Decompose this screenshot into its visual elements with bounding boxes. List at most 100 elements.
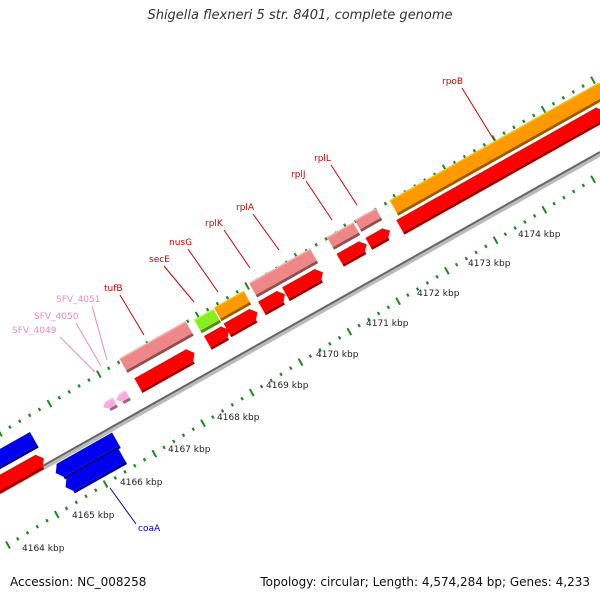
gene-rplJ-highlight xyxy=(326,222,354,239)
cds-nusG xyxy=(223,309,258,335)
accession-label: Accession: NC_008258 xyxy=(10,575,147,589)
gene-nusG-shadow xyxy=(220,301,252,322)
gene-label: SFV_4051 xyxy=(56,295,100,305)
minor-tick xyxy=(503,232,508,237)
gene-rplL-shadow xyxy=(359,217,383,232)
minor-tick xyxy=(523,220,527,224)
scale-label: 4165 kbp xyxy=(72,511,115,521)
gene-leader-line xyxy=(305,180,333,221)
gene-SFV_4051-shadow xyxy=(109,404,118,412)
cds-nusG-highlight xyxy=(223,308,251,325)
major-tick xyxy=(248,388,255,397)
cds-lower-left-highlight xyxy=(0,454,37,477)
cds-rplK-shadow xyxy=(264,301,286,316)
minor-tick xyxy=(571,90,575,94)
gene-tufB-highlight xyxy=(119,321,187,360)
gene-leader-line xyxy=(109,487,137,525)
gene-leader-line xyxy=(91,305,108,361)
gene-leader-line xyxy=(330,164,358,206)
minor-tick xyxy=(269,378,274,383)
gene-coaA-upper-shadow xyxy=(63,445,121,480)
minor-tick xyxy=(235,289,239,294)
minor-tick xyxy=(45,518,49,523)
gene-SFV_4050-shadow xyxy=(122,397,131,405)
minor-tick xyxy=(357,323,361,328)
cds-secE-shadow xyxy=(210,337,230,350)
minor-tick xyxy=(74,500,79,505)
major-tick xyxy=(540,105,547,114)
gene-rplA-shadow xyxy=(255,260,319,298)
minor-tick xyxy=(472,148,477,153)
gene-rplL xyxy=(355,208,381,230)
gene-SFV_4050-highlight xyxy=(118,389,126,396)
cds-rplL-shadow xyxy=(370,237,390,250)
minor-tick xyxy=(308,354,313,358)
scale-label: 4172 kbp xyxy=(417,289,460,299)
scale-label: 4164 kbp xyxy=(22,544,65,554)
gene-secE-highlight xyxy=(194,308,215,321)
minor-tick xyxy=(314,242,318,247)
scale-label: 4174 kbp xyxy=(518,230,561,240)
minor-tick xyxy=(25,530,30,535)
minor-tick xyxy=(502,131,506,136)
major-tick xyxy=(95,370,102,379)
cds-tufB-highlight xyxy=(134,348,188,380)
minor-tick xyxy=(94,488,98,493)
minor-tick xyxy=(454,262,459,267)
scale-label: 4173 kbp xyxy=(468,259,511,269)
gene-label: rplJ xyxy=(291,170,306,180)
minor-tick xyxy=(191,427,196,432)
backbone-shadow xyxy=(0,151,600,495)
major-tick xyxy=(102,480,109,489)
minor-tick xyxy=(551,101,556,106)
gene-coaA-upper xyxy=(55,433,120,477)
minor-tick xyxy=(386,305,391,310)
major-tick xyxy=(5,541,11,549)
gene-leader-line xyxy=(187,248,219,293)
cds-rplJ-shadow xyxy=(342,251,367,267)
gene-coaA xyxy=(65,449,126,491)
major-tick xyxy=(395,297,401,306)
minor-tick xyxy=(64,506,69,511)
gene-rplJ xyxy=(327,222,359,248)
cds-rplL-highlight xyxy=(365,228,384,240)
minor-tick xyxy=(484,244,488,249)
minor-tick xyxy=(289,366,293,371)
topology-summary: Topology: circular; Length: 4,574,284 bp… xyxy=(260,575,590,589)
cds-rplK xyxy=(258,291,285,313)
minor-tick xyxy=(482,142,487,147)
minor-tick xyxy=(259,384,264,389)
minor-tick xyxy=(415,287,420,291)
minor-tick xyxy=(87,378,91,383)
gene-SFV_4051-highlight xyxy=(105,396,113,403)
gene-SFV_4050 xyxy=(116,390,130,402)
gene-coaA-highlight xyxy=(66,448,120,480)
minor-tick xyxy=(123,469,127,474)
gene-nusG xyxy=(214,291,250,319)
major-tick xyxy=(151,449,158,458)
minor-tick xyxy=(464,256,469,261)
gene-leader-line xyxy=(119,294,145,336)
gene-secE-shadow xyxy=(200,319,222,334)
minor-tick xyxy=(133,463,137,468)
minor-tick xyxy=(513,226,517,230)
cds-rplJ xyxy=(336,241,367,265)
major-tick xyxy=(492,236,499,245)
scale-label: 4171 kbp xyxy=(366,319,409,329)
minor-tick xyxy=(186,319,190,324)
minor-tick xyxy=(474,250,478,255)
minor-tick xyxy=(425,280,430,285)
minor-tick xyxy=(35,524,39,529)
minor-tick xyxy=(383,201,388,206)
minor-tick xyxy=(552,201,556,206)
minor-tick xyxy=(581,84,585,88)
scale-label: 4168 kbp xyxy=(217,413,260,423)
cds-secE xyxy=(204,326,230,348)
major-tick xyxy=(444,266,450,275)
minor-tick xyxy=(225,295,230,300)
major-tick xyxy=(53,510,60,519)
cds-lower-left-shadow xyxy=(0,466,45,494)
gene-rpoB-shadow xyxy=(396,98,600,216)
